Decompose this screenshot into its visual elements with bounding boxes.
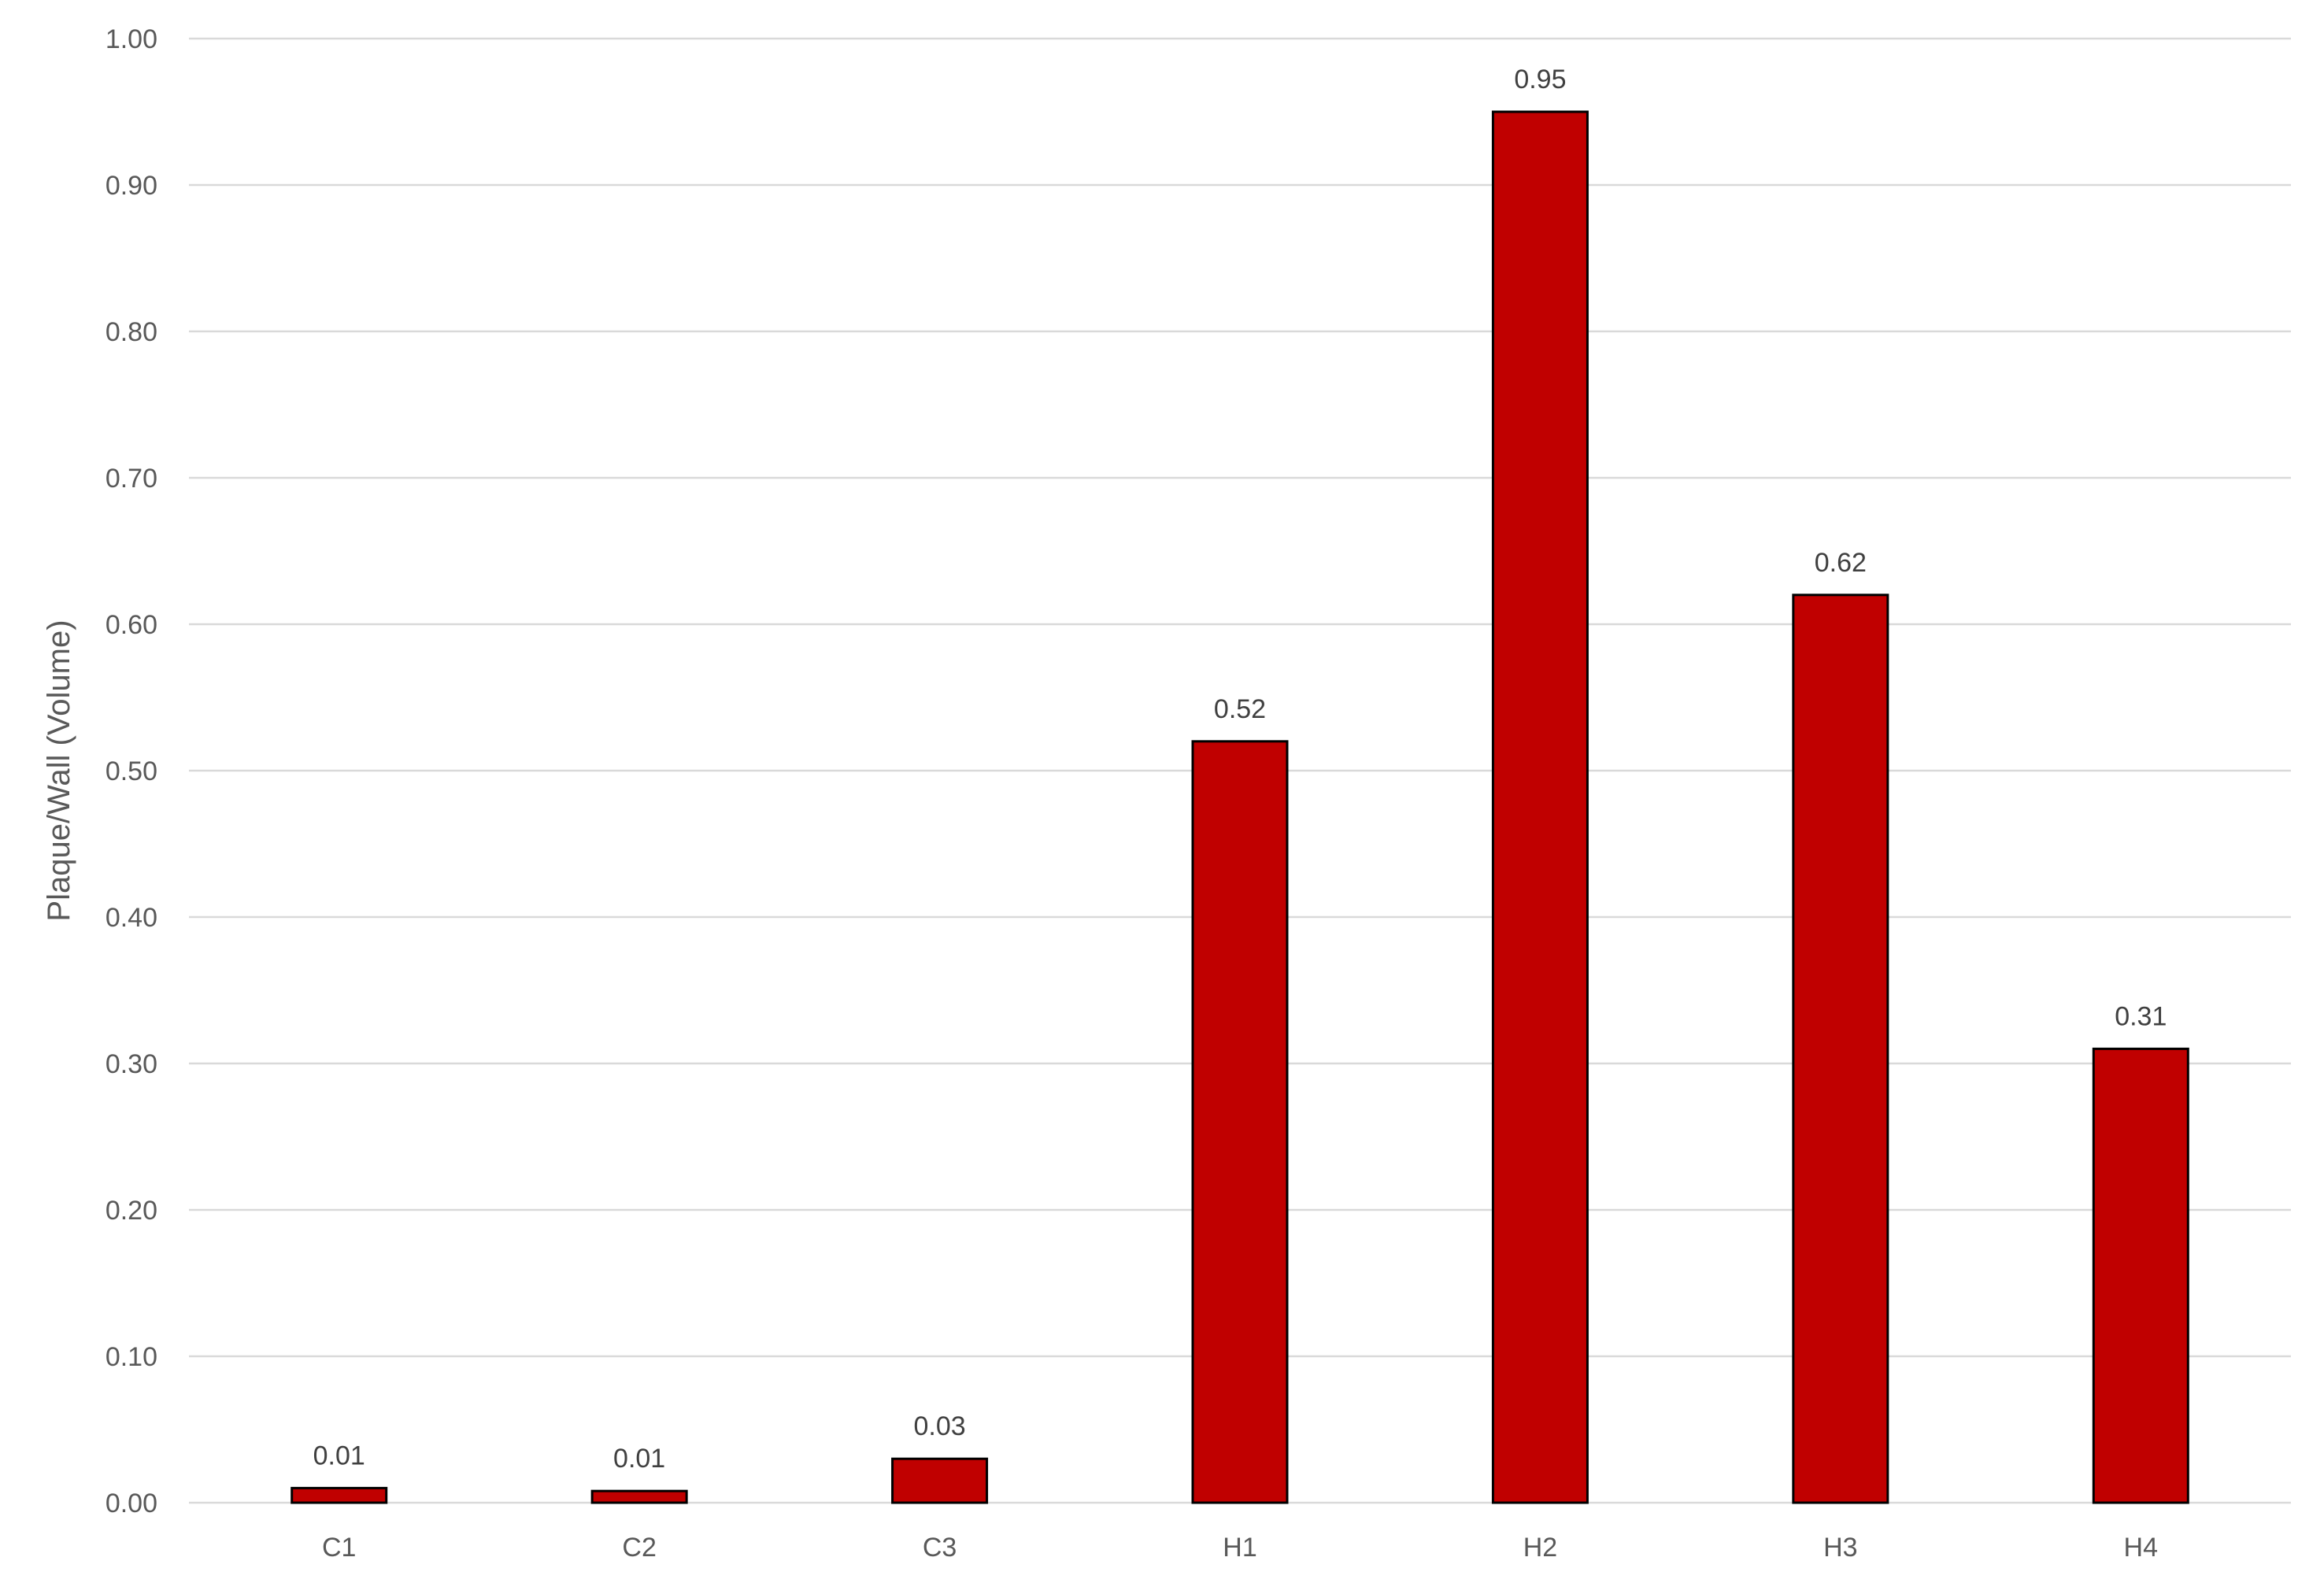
bar-h2 — [1491, 110, 1589, 1504]
bar-h3 — [1792, 594, 1889, 1504]
bar-c3 — [891, 1457, 989, 1504]
y-tick-label: 0.70 — [105, 464, 157, 494]
x-tick-label: H2 — [1523, 1533, 1557, 1563]
x-tick-label: H1 — [1223, 1533, 1256, 1563]
y-tick-label: 0.10 — [105, 1342, 157, 1372]
data-label-h2: 0.95 — [1514, 65, 1566, 94]
bar-c1 — [290, 1486, 388, 1504]
y-tick-label: 0.60 — [105, 610, 157, 640]
data-label-h4: 0.31 — [2115, 1001, 2167, 1031]
data-labels: 0.01 0.01 0.03 0.52 0.95 0.62 0.31 — [313, 65, 2167, 1474]
data-label-h1: 0.52 — [1214, 694, 1266, 724]
y-tick-label: 0.90 — [105, 171, 157, 201]
bar-c2 — [590, 1489, 688, 1504]
bar-h1 — [1191, 740, 1289, 1504]
data-label-h3: 0.62 — [1815, 548, 1867, 578]
y-tick-label: 0.50 — [105, 756, 157, 786]
y-tick-label: 0.40 — [105, 903, 157, 933]
data-label-c1: 0.01 — [313, 1441, 365, 1470]
data-label-c2: 0.01 — [613, 1444, 665, 1474]
x-tick-label: C1 — [322, 1533, 356, 1563]
y-tick-label: 0.30 — [105, 1049, 157, 1079]
bars — [290, 110, 2189, 1504]
x-axis-ticks: C1 C2 C3 H1 H2 H3 H4 — [322, 1533, 2158, 1563]
x-tick-label: H4 — [2124, 1533, 2158, 1563]
y-axis-title: Plaque/Wall (Volume) — [42, 620, 76, 921]
y-tick-label: 0.00 — [105, 1489, 157, 1518]
x-tick-label: H3 — [1823, 1533, 1857, 1563]
x-tick-label: C2 — [622, 1533, 656, 1563]
bar-h4 — [2092, 1047, 2189, 1504]
y-tick-label: 0.80 — [105, 317, 157, 347]
x-tick-label: C3 — [923, 1533, 957, 1563]
y-axis-ticks: 0.00 0.10 0.20 0.30 0.40 0.50 0.60 0.70 0.80 0.90… — [105, 24, 157, 1518]
y-tick-label: 1.00 — [105, 24, 157, 54]
y-tick-label: 0.20 — [105, 1196, 157, 1226]
data-label-c3: 0.03 — [913, 1411, 965, 1441]
